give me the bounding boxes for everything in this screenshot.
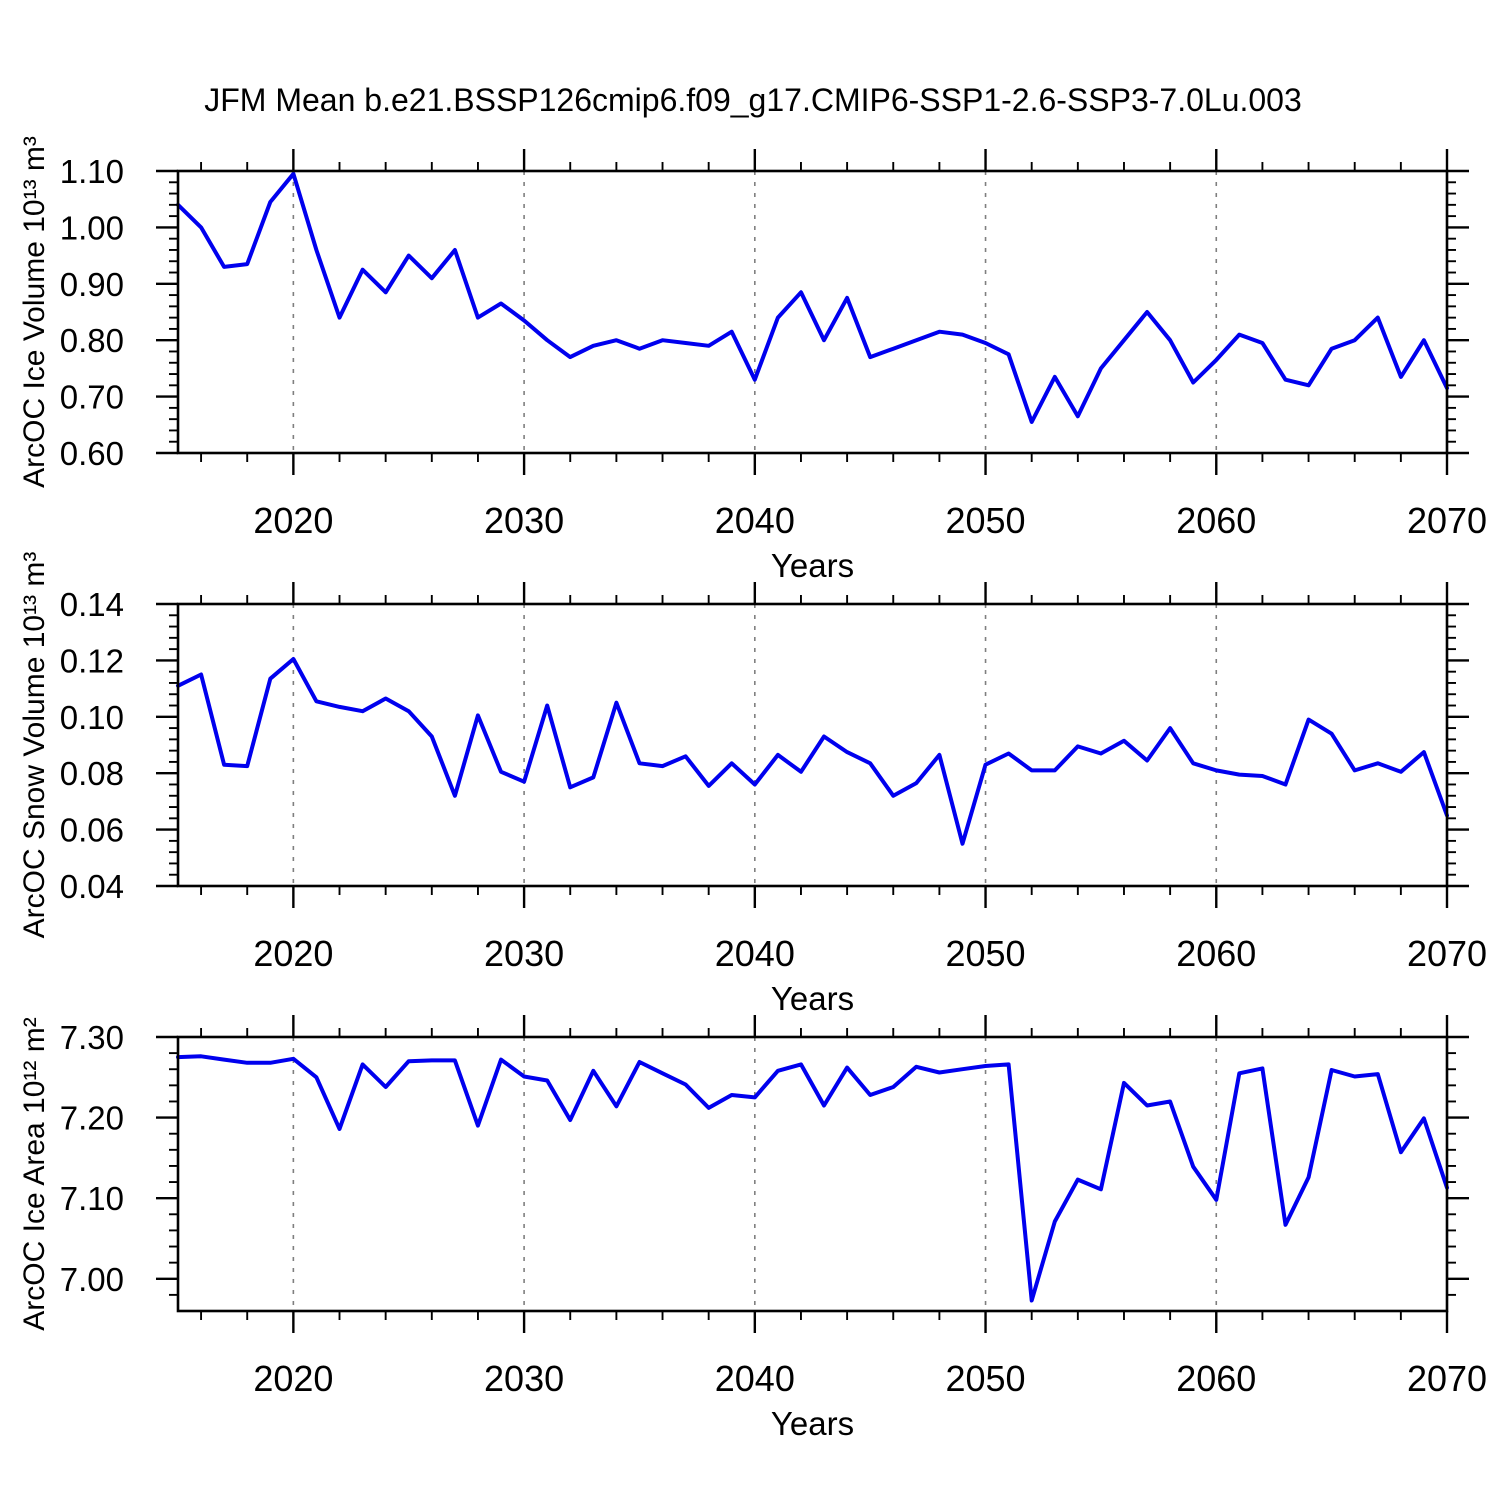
x-tick-label: 2040 — [715, 1358, 795, 1399]
y-tick-label: 0.06 — [60, 812, 124, 849]
chart-title: JFM Mean b.e21.BSSP126cmip6.f09_g17.CMIP… — [204, 82, 1302, 118]
panel-snow-volume: 2020 2030 2040 2050 2060 2070 0.04 0.06 0.08 0.10… — [18, 552, 1487, 1017]
x-tick-label: 2020 — [253, 1358, 333, 1399]
x-tick-label: 2060 — [1176, 1358, 1256, 1399]
y-tick-label: 7.00 — [60, 1261, 124, 1298]
y-tick-label: 0.90 — [60, 266, 124, 303]
x-tick-label: 2050 — [945, 500, 1025, 541]
x-tick-label: 2040 — [715, 933, 795, 974]
panel-ice-area: 2020 2030 2040 2050 2060 2070 7.00 7.10 7.20 7.30… — [18, 1015, 1487, 1442]
y-axis-title: ArcOC Ice Area 10¹² m² — [18, 1017, 51, 1330]
x-axis-title: Years — [771, 547, 854, 584]
x-tick-label: 2050 — [945, 933, 1025, 974]
y-tick-label: 0.04 — [60, 868, 124, 905]
y-tick-label: 0.70 — [60, 379, 124, 416]
x-tick-label: 2060 — [1176, 500, 1256, 541]
y-tick-label: 0.12 — [60, 642, 124, 679]
y-tick-label: 1.10 — [60, 153, 124, 190]
x-tick-label: 2040 — [715, 500, 795, 541]
data-line-ice-area — [176, 1054, 1449, 1303]
y-tick-label: 0.60 — [60, 435, 124, 472]
y-axis-title: ArcOC Snow Volume 10¹³ m³ — [18, 552, 51, 939]
x-axis-title: Years — [771, 980, 854, 1017]
x-axis-title: Years — [771, 1405, 854, 1442]
x-tick-label: 2050 — [945, 1358, 1025, 1399]
panel-frame — [176, 1035, 1449, 1313]
y-axis-title: ArcOC Ice Volume 10¹³ m³ — [18, 136, 51, 488]
data-line-snow-volume — [176, 657, 1449, 846]
panel-frame — [176, 602, 1449, 888]
y-tick-label: 0.08 — [60, 755, 124, 792]
x-tick-label: 2030 — [484, 933, 564, 974]
x-tick-label: 2030 — [484, 500, 564, 541]
x-tick-label: 2030 — [484, 1358, 564, 1399]
x-tick-label: 2060 — [1176, 933, 1256, 974]
x-tick-label: 2070 — [1407, 500, 1487, 541]
x-tick-label: 2020 — [253, 933, 333, 974]
panel-ice-volume: 2020 2030 2040 2050 2060 2070 0.60 0.70 0.80 0.90… — [18, 136, 1487, 584]
y-tick-label: 1.00 — [60, 209, 124, 246]
x-tick-label: 2070 — [1407, 1358, 1487, 1399]
y-tick-label: 7.30 — [60, 1019, 124, 1056]
x-tick-label: 2070 — [1407, 933, 1487, 974]
panel-frame — [176, 169, 1449, 455]
y-tick-label: 0.14 — [60, 586, 124, 623]
y-tick-label: 0.80 — [60, 322, 124, 359]
x-tick-label: 2020 — [253, 500, 333, 541]
y-tick-label: 0.10 — [60, 699, 124, 736]
y-tick-label: 7.20 — [60, 1100, 124, 1137]
y-tick-label: 7.10 — [60, 1180, 124, 1217]
data-line-ice-volume — [176, 171, 1449, 424]
